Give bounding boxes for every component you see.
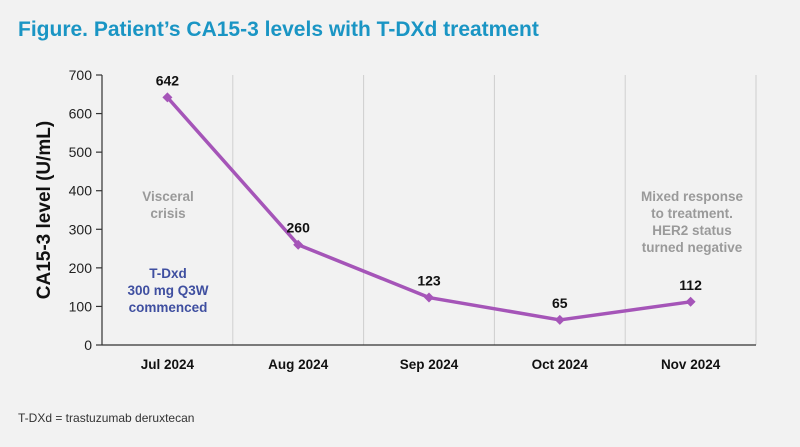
tdxd-note-line-1: T-Dxd xyxy=(149,266,187,281)
y-tick-label: 200 xyxy=(69,260,93,276)
mixed-note-line-3: HER2 status xyxy=(652,223,732,238)
mixed-note-line-1: Mixed response xyxy=(640,189,744,204)
x-tick-label: Oct 2024 xyxy=(532,357,589,372)
data-label: 260 xyxy=(287,220,311,236)
data-label: 112 xyxy=(679,277,702,293)
visceral-note-line-1: Visceral xyxy=(142,189,194,204)
data-label: 123 xyxy=(417,273,441,289)
x-tick-label: Jul 2024 xyxy=(141,357,195,372)
tdxd-note-line-3: commenced xyxy=(128,300,208,315)
x-tick-label: Nov 2024 xyxy=(661,357,721,372)
y-tick-label: 600 xyxy=(69,106,93,122)
visceral-note-line-2: crisis xyxy=(150,206,186,221)
data-label: 65 xyxy=(552,295,568,311)
y-tick-label: 400 xyxy=(69,183,93,199)
y-tick-label: 700 xyxy=(69,67,93,83)
mixed-note-line-2: to treatment. xyxy=(651,206,733,221)
figure-title: Figure. Patient’s CA15-3 levels with T-D… xyxy=(18,18,539,41)
data-point xyxy=(162,92,173,103)
data-point xyxy=(293,239,304,250)
tdxd-commenced-note: T-Dxd 300 mg Q3W commenced xyxy=(112,265,224,316)
data-point xyxy=(424,292,434,303)
y-tick-label: 0 xyxy=(84,337,92,353)
y-axis-title: CA15-3 level (U/mL) xyxy=(34,121,55,299)
data-point xyxy=(685,296,696,307)
footnote: T-DXd = trastuzumab deruxtecan xyxy=(18,411,195,425)
y-tick-label: 100 xyxy=(69,298,93,314)
y-tick-label: 500 xyxy=(69,144,93,160)
tdxd-note-line-2: 300 mg Q3W xyxy=(127,283,209,298)
x-tick-label: Sep 2024 xyxy=(400,357,459,372)
mixed-note-line-4: turned negative xyxy=(641,240,743,255)
y-tick-label: 300 xyxy=(69,221,93,237)
visceral-crisis-note: Visceral crisis xyxy=(118,188,218,222)
data-label: 642 xyxy=(156,72,180,88)
x-tick-label: Aug 2024 xyxy=(268,357,329,372)
mixed-response-note: Mixed response to treatment. HER2 status… xyxy=(628,188,756,256)
data-point xyxy=(554,314,565,325)
